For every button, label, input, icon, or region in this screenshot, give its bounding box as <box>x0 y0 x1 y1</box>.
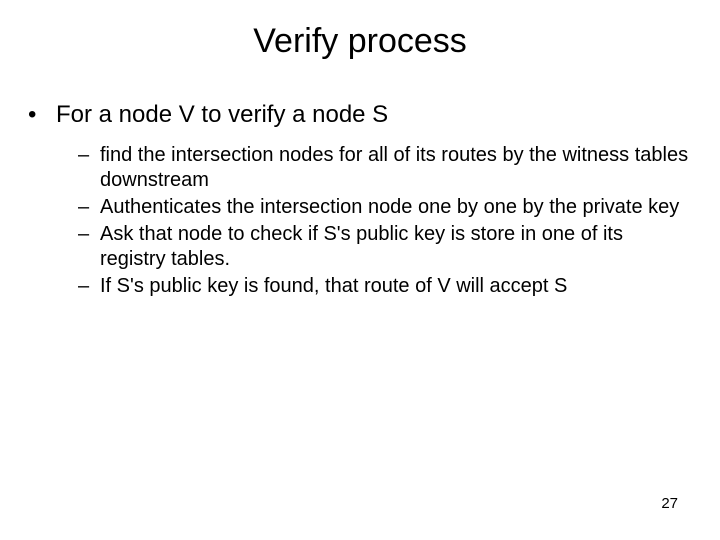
level2-text: Ask that node to check if S's public key… <box>100 222 692 272</box>
slide-title: Verify process <box>0 0 720 101</box>
bullet-level2: – find the intersection nodes for all of… <box>78 143 692 193</box>
level2-text: find the intersection nodes for all of i… <box>100 143 692 193</box>
content-area: • For a node V to verify a node S – find… <box>0 101 720 299</box>
level1-text: For a node V to verify a node S <box>56 101 388 129</box>
bullet-level2: – Ask that node to check if S's public k… <box>78 222 692 272</box>
bullet-level2: – Authenticates the intersection node on… <box>78 195 692 220</box>
level2-text: If S's public key is found, that route o… <box>100 274 692 299</box>
bullet-marker: • <box>28 101 56 129</box>
bullet-level1: • For a node V to verify a node S <box>28 101 692 129</box>
page-number: 27 <box>661 495 678 512</box>
dash-marker: – <box>78 143 100 193</box>
level2-text: Authenticates the intersection node one … <box>100 195 692 220</box>
dash-marker: – <box>78 195 100 220</box>
dash-marker: – <box>78 274 100 299</box>
bullet-level2: – If S's public key is found, that route… <box>78 274 692 299</box>
dash-marker: – <box>78 222 100 272</box>
